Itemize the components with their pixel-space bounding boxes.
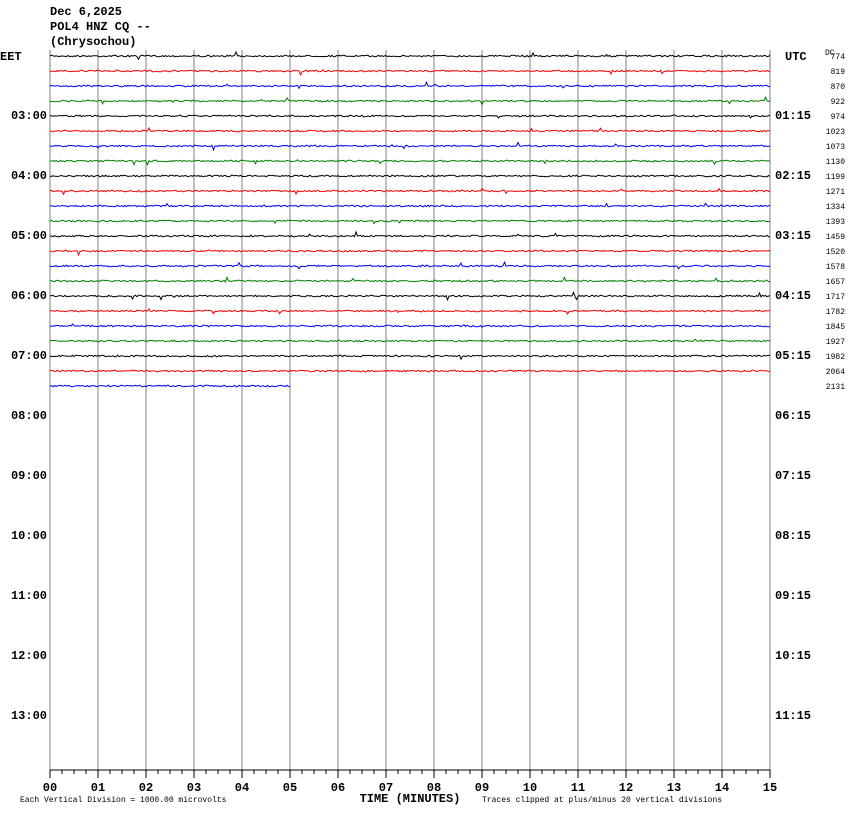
trace [50,230,771,238]
dc-value: 1459 [826,233,845,242]
dc-value: 1334 [826,203,845,212]
y-tick-label: 09:00 [11,469,47,483]
x-axis-label: TIME (MINUTES) [360,792,461,806]
y-tick-label: 11:00 [11,589,47,603]
dc-value: 1393 [826,218,845,227]
trace [49,202,771,208]
y2-axis-label: UTC [785,50,807,64]
y2-tick-label: 03:15 [775,229,811,243]
trace [49,219,771,225]
x-tick-label: 07 [379,781,393,795]
trace [49,141,771,152]
trace [49,260,771,270]
trace [49,81,771,90]
trace [49,174,771,178]
y2-tick-label: 07:15 [775,469,811,483]
x-tick-label: 10 [523,781,537,795]
y-tick-label: 03:00 [11,109,47,123]
x-tick-label: 05 [283,781,297,795]
trace [49,95,771,106]
dc-value: 1717 [826,293,845,302]
trace [49,68,771,76]
y-tick-label: 12:00 [11,649,47,663]
x-tick-label: 13 [667,781,681,795]
dc-value: 1130 [826,158,845,167]
y-tick-label: 08:00 [11,409,47,423]
y2-tick-label: 10:15 [775,649,811,663]
y2-tick-label: 11:15 [775,709,811,723]
y-tick-label: 10:00 [11,529,47,543]
x-tick-label: 02 [139,781,153,795]
x-tick-label: 04 [235,781,249,795]
trace [49,187,771,196]
dc-value: 870 [831,83,846,92]
dc-value: 1982 [826,353,845,362]
y-tick-label: 04:00 [11,169,47,183]
trace [49,159,771,167]
x-tick-label: 12 [619,781,633,795]
dc-value: 1782 [826,308,845,317]
dc-value: 1073 [826,143,845,152]
trace [49,275,771,284]
dc-value: 1657 [826,278,845,287]
y-tick-label: 06:00 [11,289,47,303]
y2-tick-label: 02:15 [775,169,811,183]
trace [49,291,771,302]
trace [49,384,291,388]
y2-tick-label: 08:15 [775,529,811,543]
x-tick-label: 15 [763,781,777,795]
dc-value: 1845 [826,323,845,332]
y-axis-label: EET [0,50,22,64]
clip-note: Traces clipped at plus/minus 20 vertical… [482,796,722,805]
dc-value: 819 [831,68,846,77]
dc-value: 1199 [826,173,845,182]
y2-tick-label: 01:15 [775,109,811,123]
x-tick-label: 14 [715,781,729,795]
trace [49,323,770,328]
trace [49,354,771,361]
y-tick-label: 05:00 [11,229,47,243]
y2-tick-label: 06:15 [775,409,811,423]
y2-tick-label: 05:15 [775,349,811,363]
trace [49,249,771,257]
trace [49,114,771,119]
x-tick-label: 06 [331,781,345,795]
title-line: (Chrysochou) [50,35,136,49]
x-tick-label: 11 [571,781,585,795]
trace [49,308,771,315]
x-tick-label: 00 [43,781,57,795]
dc-value: 2064 [826,368,845,377]
dc-value: 1578 [826,263,845,272]
title-line: POL4 HNZ CQ -- [50,20,151,34]
dc-value: 774 [831,53,846,62]
dc-label: DC [825,49,835,58]
dc-value: 1023 [826,128,845,137]
trace [49,369,771,373]
x-tick-label: 09 [475,781,489,795]
dc-value: 1271 [826,188,845,197]
scale-note: Each Vertical Division = 1000.00 microvo… [20,796,227,805]
dc-value: 974 [831,113,846,122]
y2-tick-label: 04:15 [775,289,811,303]
trace [49,338,771,343]
x-tick-label: 08 [427,781,441,795]
trace [49,50,771,61]
dc-value: 1927 [826,338,845,347]
dc-value: 2131 [826,383,845,392]
dc-value: 1520 [826,248,845,257]
x-tick-label: 01 [91,781,105,795]
y2-tick-label: 09:15 [775,589,811,603]
trace [49,126,771,133]
y-tick-label: 07:00 [11,349,47,363]
title-line: Dec 6,2025 [50,5,122,19]
x-tick-label: 03 [187,781,201,795]
dc-value: 922 [831,98,846,107]
y-tick-label: 13:00 [11,709,47,723]
